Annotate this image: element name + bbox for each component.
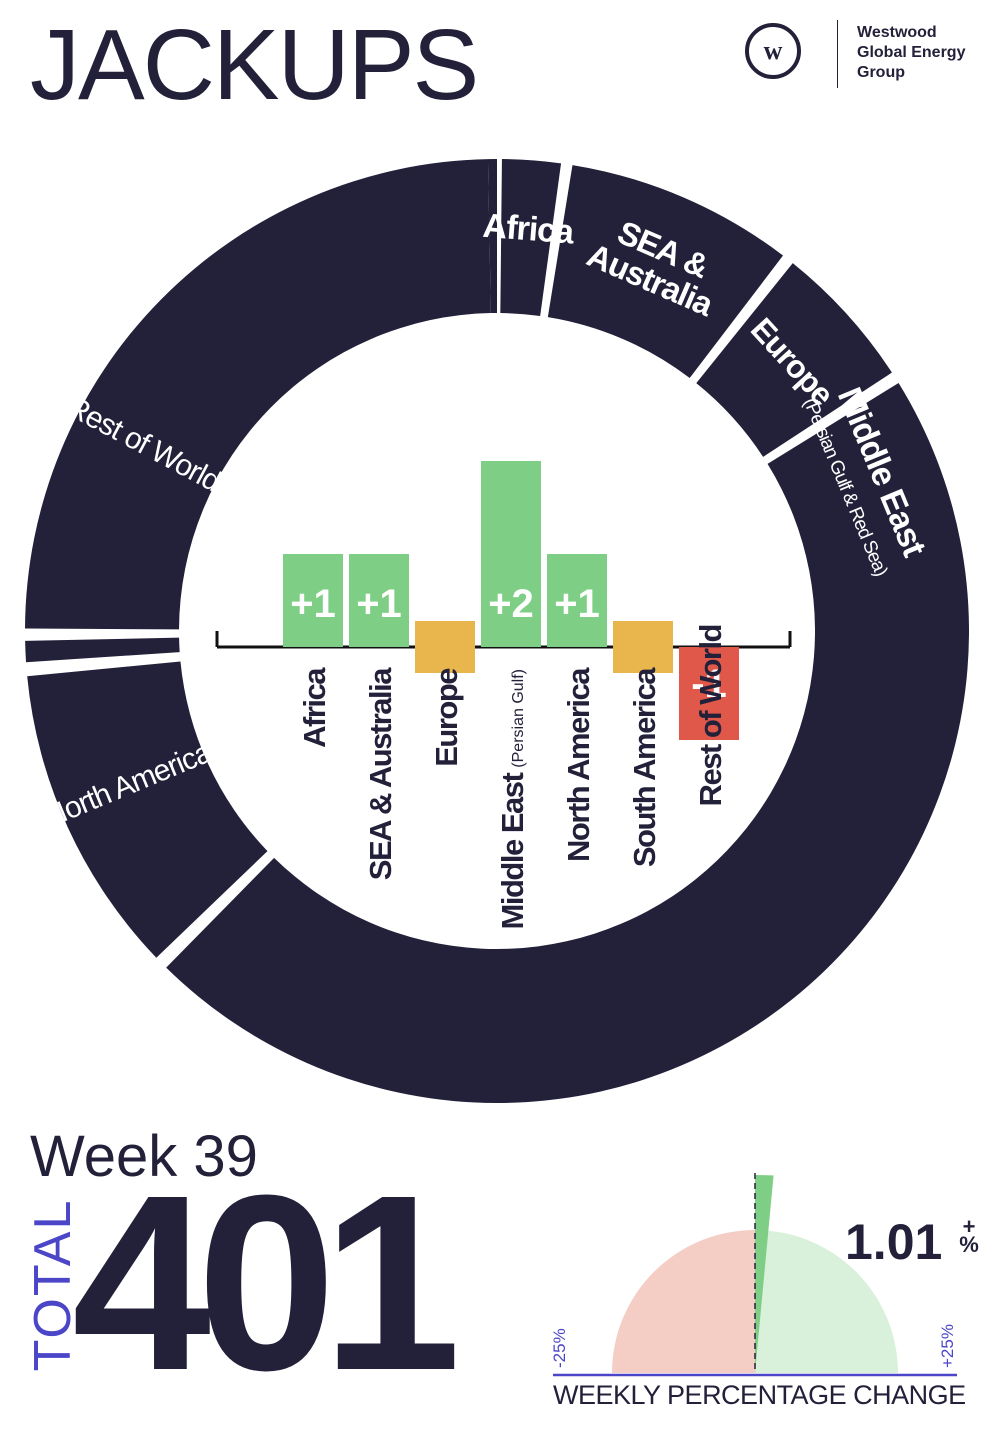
gauge-max-label-group: +25% — [938, 1324, 957, 1368]
bar-value-label: +2 — [488, 582, 534, 626]
bar — [349, 554, 409, 647]
bar-category-label: Europe — [429, 668, 464, 767]
logo-text-line: Westwood — [857, 24, 937, 41]
bar-value-label: +1 — [554, 582, 600, 626]
bar-chart: +1 Africa +1 SEA & Australia Europe +2 Middle … — [215, 461, 792, 929]
total-value: 401 — [72, 1143, 461, 1422]
bar-category-label: Middle East (Persian Gulf) — [495, 669, 530, 929]
bar-category-sub: (Persian Gulf) — [510, 669, 527, 768]
donut-segment-rest-of-world — [487, 159, 497, 314]
bar-category-text: Africa — [297, 667, 332, 748]
gauge-title: WEEKLY PERCENTAGE CHANGE — [553, 1380, 966, 1410]
percentage-symbol: % — [959, 1232, 979, 1257]
logo-circle-icon — [745, 23, 801, 79]
bar-category-text: North America — [561, 667, 596, 862]
donut-segment-middle-east-persian-gulf-red-sea — [166, 382, 969, 1103]
bar-value-label: +1 — [290, 582, 336, 626]
percentage-suffix: + % — [955, 1214, 983, 1257]
donut-ring — [25, 159, 969, 1103]
bar-category-label: North America — [561, 667, 596, 862]
logo-text-line: Group — [857, 64, 905, 81]
total-label: TOTAL — [24, 1198, 82, 1372]
bar-category-main: Middle East — [495, 773, 530, 930]
bar — [481, 461, 541, 647]
donut-segment-sea-australia — [547, 165, 784, 379]
bar-category-text: Middle East (Persian Gulf) — [495, 669, 530, 929]
bar-category-text: Rest of World — [693, 625, 728, 806]
bar-category-text: SEA & Australia — [363, 667, 398, 880]
bar-value-label: -1 — [691, 662, 727, 706]
logo-text: Westwood Global Energy Group — [857, 23, 987, 83]
bar-category-main: SEA & Australia — [363, 667, 398, 880]
gauge-min-label-group: -25% — [550, 1328, 569, 1368]
bar-category-label: South America — [627, 667, 662, 867]
donut-segment-africa — [500, 159, 562, 316]
week-label: Week 39 — [30, 1124, 258, 1189]
brand-logo: w Westwood Global Energy Group — [745, 20, 985, 90]
bar-category-label: SEA & Australia — [363, 667, 398, 880]
bar-category-main: Rest of World — [693, 625, 728, 806]
logo-letter: w — [763, 36, 783, 65]
gauge-positive-half — [755, 1230, 898, 1373]
weekly-change-gauge: -25% +25% — [550, 1173, 957, 1377]
donut-segment-europe — [696, 263, 892, 457]
bar-category-text: Europe — [429, 668, 464, 767]
donut-segment-north-america — [25, 637, 180, 663]
gauge-min-label: -25% — [550, 1328, 569, 1368]
logo-divider — [837, 20, 838, 88]
bar-category-main: Europe — [429, 668, 464, 767]
gauge-negative-half — [612, 1230, 755, 1373]
percentage-value: 1.01 — [845, 1214, 943, 1270]
bar — [283, 554, 343, 647]
donut-label-group: Africa — [481, 207, 576, 252]
bar-category-text: South America — [627, 667, 662, 867]
donut-label: Africa — [481, 207, 576, 252]
donut-segment-unlabeled — [27, 661, 268, 958]
gauge-value-wedge — [755, 1175, 774, 1373]
percentage-sign: + — [962, 1214, 976, 1239]
logo-text-line: Global Energy — [857, 44, 966, 61]
donut-segment-unlabeled — [25, 159, 491, 630]
bar — [679, 647, 739, 740]
bar-category-label: Africa — [297, 667, 332, 748]
bar — [613, 621, 673, 673]
bar-category-label: Rest of World — [693, 625, 728, 806]
page-title: JACKUPS — [30, 9, 479, 121]
bar-category-main: Africa — [297, 667, 332, 748]
bar-category-main: South America — [627, 667, 662, 867]
gauge-max-label: +25% — [938, 1324, 957, 1368]
bar-category-main: North America — [561, 667, 596, 862]
bar-value-label: +1 — [356, 582, 402, 626]
bar — [415, 621, 475, 673]
bar — [547, 554, 607, 647]
